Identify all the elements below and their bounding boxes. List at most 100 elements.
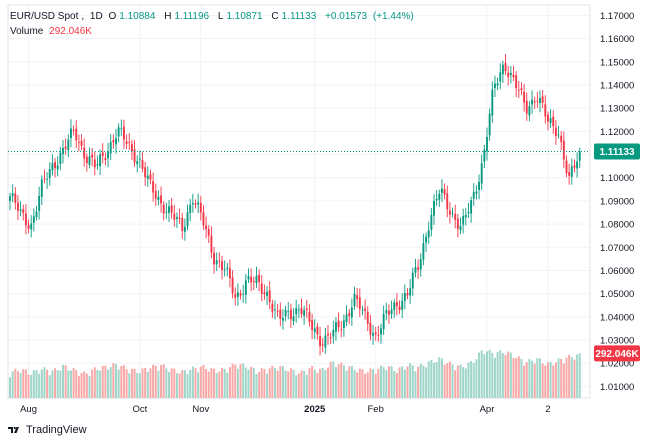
candle	[178, 208, 181, 225]
candle-body	[305, 308, 308, 310]
volume-bar	[334, 367, 337, 398]
volume-bar	[221, 367, 223, 398]
candle	[475, 185, 478, 200]
candle	[30, 215, 33, 238]
candle	[162, 201, 165, 221]
candle-body	[454, 214, 457, 220]
volume-bar	[419, 363, 422, 398]
candle-body	[451, 212, 454, 214]
candle	[562, 131, 565, 168]
candle-body	[544, 104, 547, 117]
candle-body	[401, 300, 404, 310]
candlestick-series	[9, 54, 581, 356]
volume-bar	[213, 368, 216, 398]
candle	[528, 100, 531, 122]
volume-bar	[504, 354, 507, 398]
candle-body	[30, 223, 33, 230]
candle-body	[231, 277, 234, 294]
candle-body	[263, 292, 266, 295]
volume-bar	[128, 373, 131, 398]
interval-label[interactable]: 1D	[89, 11, 103, 22]
volume-histogram	[9, 349, 581, 398]
candle-body	[541, 96, 544, 103]
volume-bar	[236, 368, 239, 398]
candle	[279, 302, 282, 327]
volume-bar	[250, 366, 253, 398]
candle-body	[260, 283, 263, 294]
candle-body	[390, 309, 393, 315]
candle-body	[512, 74, 515, 78]
candle-body	[70, 128, 72, 139]
volume-bar	[443, 364, 446, 398]
candle-body	[570, 166, 573, 177]
candle-body	[374, 332, 377, 335]
candle-body	[509, 72, 512, 76]
candle-body	[456, 218, 459, 229]
candle	[144, 161, 147, 186]
volume-bar	[438, 357, 441, 398]
candle	[305, 299, 308, 318]
volume-bar	[353, 370, 356, 398]
volume-bar	[202, 364, 205, 398]
candle	[401, 293, 404, 319]
time-tick-label: Aug	[20, 404, 37, 415]
volume-bar	[554, 362, 557, 398]
candle-body	[40, 179, 43, 197]
candle-body	[11, 193, 14, 197]
volume-bar	[27, 374, 30, 398]
candle-body	[123, 126, 125, 140]
volume-bar	[509, 352, 512, 398]
candle-body	[154, 191, 157, 199]
candle	[107, 143, 109, 168]
candle	[456, 213, 459, 238]
volume-bar	[239, 364, 242, 398]
candle-body	[226, 267, 229, 270]
price-axis[interactable]: 1.17000 1.16000 1.15000 1.14000 1.13000 1.120…	[600, 11, 634, 393]
volume-bar	[191, 366, 194, 398]
volume-bar	[125, 369, 128, 398]
candle	[358, 288, 361, 318]
volume-bar	[104, 365, 107, 398]
time-axis[interactable]: Aug Oct Nov 2025 Feb Apr 2	[20, 404, 551, 415]
volume-bar	[517, 356, 520, 398]
candle-body	[311, 320, 314, 331]
candle	[96, 155, 99, 170]
candle-body	[443, 189, 446, 195]
candle	[467, 203, 470, 218]
volume-bar	[350, 365, 353, 398]
volume-bar	[133, 368, 136, 398]
candle	[24, 204, 27, 235]
candle	[364, 299, 367, 320]
last-price-tag: 1.11133	[594, 143, 640, 160]
candle	[157, 190, 160, 206]
candle-body	[59, 152, 62, 165]
volume-bar	[576, 354, 579, 398]
price-tick-label: 1.09000	[600, 196, 634, 207]
volume-label[interactable]: Volume	[10, 26, 44, 37]
candle-body	[85, 156, 88, 164]
volume-bar	[287, 371, 290, 398]
candle	[120, 119, 123, 137]
candle-body	[80, 140, 83, 146]
symbol-name[interactable]: EUR/USD Spot	[10, 11, 79, 22]
candle	[552, 110, 555, 135]
tradingview-branding[interactable]: TradingView	[8, 424, 87, 436]
candle	[234, 287, 237, 306]
volume-bar	[459, 364, 462, 398]
volume-bar	[266, 373, 269, 398]
volume-bar	[475, 359, 478, 398]
time-tick-label: Apr	[480, 404, 495, 415]
candle-body	[239, 293, 242, 296]
volume-bar	[409, 363, 412, 398]
candle	[85, 153, 88, 172]
volume-bar	[85, 373, 88, 398]
candle	[226, 262, 229, 277]
candle	[32, 208, 35, 232]
volume-bar	[64, 365, 67, 398]
candle-body	[160, 195, 162, 204]
candle	[43, 169, 46, 184]
volume-bar	[38, 373, 41, 398]
candle-body	[425, 236, 427, 243]
